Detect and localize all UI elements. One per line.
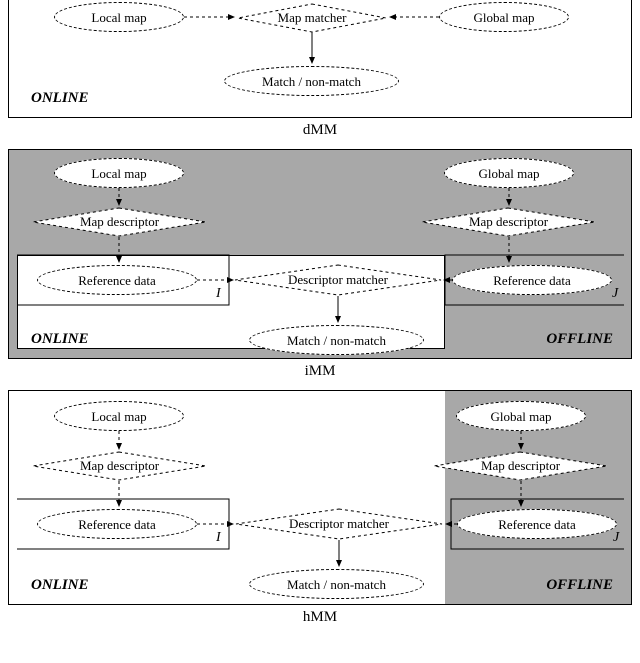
label-match-nonmatch: Match / non-match bbox=[262, 75, 361, 88]
label-match-nonmatch: Match / non-match bbox=[287, 578, 386, 591]
label-reference-data: Reference data bbox=[78, 518, 156, 531]
node-reference-data-left: Reference data bbox=[37, 509, 197, 539]
node-global-map: Global map bbox=[456, 401, 586, 431]
node-global-map: Global map bbox=[444, 158, 574, 188]
node-local-map: Local map bbox=[54, 2, 184, 32]
panel-dmm: Local map Global map Map matcher Match /… bbox=[8, 0, 632, 118]
label-local-map: Local map bbox=[91, 11, 146, 24]
node-descriptor-matcher: Descriptor matcher bbox=[234, 264, 442, 296]
node-reference-data-right: Reference data bbox=[457, 509, 617, 539]
caption-hmm: hMM bbox=[0, 609, 640, 626]
node-reference-data-left: Reference data bbox=[37, 265, 197, 295]
caption-dmm: dMM bbox=[0, 122, 640, 139]
label-reference-data: Reference data bbox=[78, 274, 156, 287]
label-descriptor-matcher: Descriptor matcher bbox=[234, 264, 442, 296]
phase-online: ONLINE bbox=[31, 331, 89, 348]
panel-hmm: Local map Global map Map descriptor Map … bbox=[8, 390, 632, 605]
idx-i: I bbox=[216, 530, 221, 546]
node-map-descriptor-left: Map descriptor bbox=[32, 451, 207, 481]
label-global-map: Global map bbox=[478, 167, 539, 180]
panel-imm: Local map Global map Map descriptor Map … bbox=[8, 149, 632, 359]
node-match-nonmatch: Match / non-match bbox=[249, 325, 424, 355]
idx-j: J bbox=[612, 286, 618, 302]
label-map-matcher: Map matcher bbox=[237, 3, 387, 33]
node-map-descriptor-left: Map descriptor bbox=[32, 207, 207, 237]
label-map-descriptor: Map descriptor bbox=[32, 451, 207, 481]
node-match-nonmatch: Match / non-match bbox=[249, 569, 424, 599]
label-match-nonmatch: Match / non-match bbox=[287, 334, 386, 347]
label-global-map: Global map bbox=[473, 11, 534, 24]
label-map-descriptor: Map descriptor bbox=[421, 207, 596, 237]
phase-online: ONLINE bbox=[31, 90, 89, 107]
idx-i: I bbox=[216, 286, 221, 302]
node-map-descriptor-right: Map descriptor bbox=[433, 451, 608, 481]
label-descriptor-matcher: Descriptor matcher bbox=[235, 508, 443, 540]
caption-imm: iMM bbox=[0, 363, 640, 380]
node-local-map: Local map bbox=[54, 401, 184, 431]
node-local-map: Local map bbox=[54, 158, 184, 188]
label-map-descriptor: Map descriptor bbox=[433, 451, 608, 481]
idx-j: J bbox=[613, 530, 619, 546]
node-descriptor-matcher: Descriptor matcher bbox=[235, 508, 443, 540]
node-global-map: Global map bbox=[439, 2, 569, 32]
label-map-descriptor: Map descriptor bbox=[32, 207, 207, 237]
label-local-map: Local map bbox=[91, 167, 146, 180]
node-reference-data-right: Reference data bbox=[452, 265, 612, 295]
label-reference-data: Reference data bbox=[493, 274, 571, 287]
node-map-matcher: Map matcher bbox=[237, 3, 387, 33]
node-map-descriptor-right: Map descriptor bbox=[421, 207, 596, 237]
label-reference-data: Reference data bbox=[498, 518, 576, 531]
label-global-map: Global map bbox=[490, 410, 551, 423]
node-match-nonmatch: Match / non-match bbox=[224, 66, 399, 96]
phase-online: ONLINE bbox=[31, 577, 89, 594]
phase-offline: OFFLINE bbox=[546, 331, 613, 348]
phase-offline: OFFLINE bbox=[546, 577, 613, 594]
label-local-map: Local map bbox=[91, 410, 146, 423]
